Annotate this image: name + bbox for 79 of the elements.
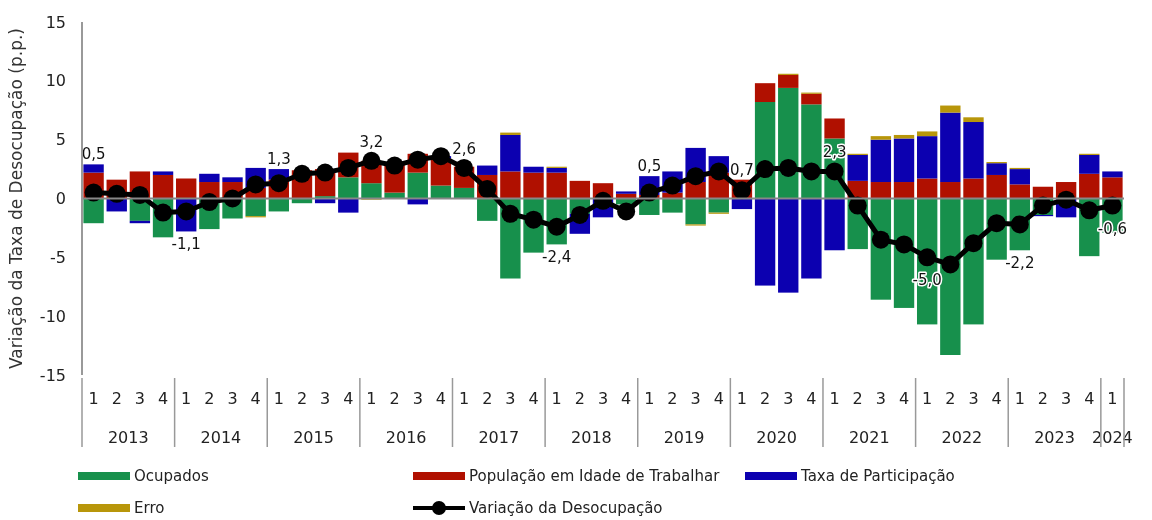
x-tick-label: 3 <box>1061 389 1072 408</box>
y-tick-label: 15 <box>45 12 66 32</box>
y-axis-title: Variação da Taxa de Desocupação (p.p.) <box>6 28 26 369</box>
x-tick-label: 3 <box>597 389 609 408</box>
x-tick-label: 3 <box>875 389 886 408</box>
x-tick-label: 2 <box>111 389 122 408</box>
x-tick-label: 4 <box>528 389 539 408</box>
text: 2019 <box>663 428 705 447</box>
x-tick-label: 2 <box>389 389 400 408</box>
text: 2023 <box>1034 428 1075 447</box>
x-tick-label: 1 <box>458 389 470 408</box>
data-label: 0,7 <box>730 160 754 179</box>
x-tick-label: 1 <box>181 389 192 408</box>
x-tick-label: 1 <box>829 389 840 408</box>
x-tick-label: 4 <box>157 389 169 408</box>
x-tick-label: 2 <box>204 389 215 408</box>
x-tick-label: 3 <box>320 389 331 408</box>
x-tick-label: 4 <box>250 389 261 408</box>
x-tick-label: 3 <box>412 389 423 408</box>
data-label: 3,2 <box>359 132 384 151</box>
x-tick-label: 1 <box>88 389 99 408</box>
x-tick-label: 3 <box>690 389 701 408</box>
x-tick-label: 4 <box>621 389 632 408</box>
data-label: 0,5 <box>637 157 662 176</box>
x-tick-label: 1 <box>736 389 748 408</box>
legend-label: Ocupados <box>134 467 209 486</box>
x-tick-label: 1 <box>551 389 562 408</box>
x-tick-label: 1 <box>1014 389 1025 408</box>
y-tick-label: -10 <box>39 306 66 326</box>
y-tick-label: 10 <box>45 71 66 91</box>
x-tick-label: 2 <box>1037 389 1049 408</box>
x-tick-label: 4 <box>806 389 817 408</box>
x-tick-label: 1 <box>922 389 933 408</box>
text: 2020 <box>756 428 798 447</box>
x-tick-label: 3 <box>505 389 516 408</box>
y-tick-label: 5 <box>55 130 66 150</box>
x-tick-label: 4 <box>898 389 910 408</box>
x-tick-label: 4 <box>435 389 446 408</box>
x-tick-label: 2 <box>482 389 493 408</box>
text: 2017 <box>478 428 520 447</box>
x-tick-label: 2 <box>667 389 678 408</box>
legend-label: População em Idade de Trabalhar <box>469 467 721 486</box>
text: 2015 <box>293 428 334 447</box>
x-tick-label: 2 <box>296 389 308 408</box>
text: 2022 <box>941 428 983 447</box>
text: 2018 <box>571 428 612 447</box>
x-tick-label: 2 <box>574 389 585 408</box>
x-tick-label: 2 <box>760 389 771 408</box>
x-tick-label: 1 <box>273 389 284 408</box>
x-tick-label: 3 <box>783 389 794 408</box>
data-label: 2,6 <box>452 139 476 158</box>
x-tick-label: 4 <box>1084 389 1095 408</box>
data-label: -1,1 <box>171 235 201 254</box>
x-tick-label: 1 <box>644 389 655 408</box>
x-tick-label: 1 <box>1107 389 1118 408</box>
x-tick-label: 3 <box>227 389 238 408</box>
x-tick-label: 3 <box>968 389 979 408</box>
legend-label: Erro <box>134 499 165 518</box>
data-label: -2,4 <box>542 248 572 267</box>
text: 2016 <box>385 428 427 447</box>
data-label: -2,2 <box>1005 254 1035 273</box>
y-tick-label: -15 <box>39 365 66 385</box>
x-tick-label: 3 <box>134 389 145 408</box>
x-tick-label: 2 <box>852 389 863 408</box>
x-tick-label: 1 <box>366 389 377 408</box>
data-label: 0,5 <box>81 145 106 164</box>
x-tick-label: 4 <box>991 389 1002 408</box>
legend-label: Taxa de Participação <box>800 467 955 486</box>
x-tick-label: 4 <box>713 389 724 408</box>
x-tick-label: 4 <box>343 389 354 408</box>
legend-label: Variação da Desocupação <box>469 499 663 518</box>
text: 2024 <box>1092 428 1133 447</box>
y-tick-label: 0 <box>55 189 66 209</box>
x-tick-label: 2 <box>945 389 956 408</box>
data-label: 1,3 <box>266 150 291 169</box>
text: 2021 <box>848 428 890 447</box>
text: 2013 <box>107 428 149 447</box>
text: 2014 <box>200 428 242 447</box>
y-tick-label: -5 <box>50 247 66 267</box>
